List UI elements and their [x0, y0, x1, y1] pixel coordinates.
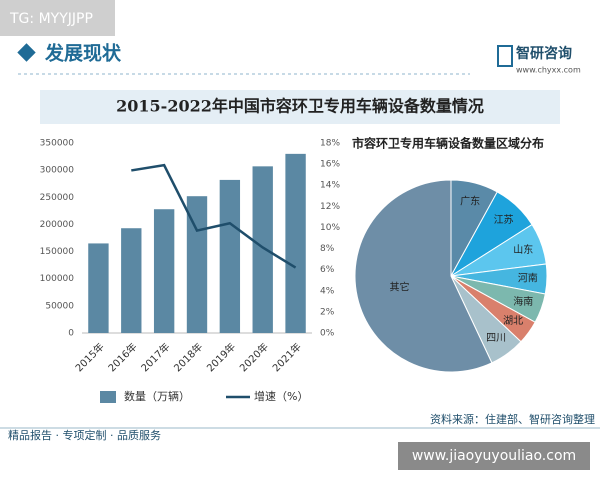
pie-label: 湖北 [503, 315, 523, 327]
title-band [40, 90, 560, 124]
x-tick-label: 2021年 [270, 340, 304, 374]
y2-tick-label: 18% [320, 139, 340, 149]
legend-label: 增速（%） [254, 389, 308, 403]
footer-site: www.jiaoyuyouliao.com [412, 448, 576, 464]
bar [219, 179, 241, 333]
logo [497, 45, 513, 67]
diamond-icon [17, 43, 36, 62]
bar [285, 153, 306, 333]
x-tick-label: 2015年 [72, 340, 106, 374]
bar [153, 209, 175, 333]
pie-label: 河南 [518, 271, 538, 284]
y-tick-label: 50000 [45, 301, 74, 311]
bar [88, 243, 109, 333]
y-tick-label: 250000 [40, 193, 75, 203]
y2-tick-label: 2% [320, 307, 335, 317]
pie-label: 广东 [460, 195, 480, 208]
y-tick-label: 300000 [40, 166, 75, 176]
legend-swatch [100, 391, 116, 403]
brand: 智研咨询 [515, 45, 572, 62]
y-tick-label: 150000 [40, 247, 75, 257]
bar [121, 228, 142, 333]
y2-tick-label: 16% [320, 160, 340, 170]
section-title: 发展现状 [44, 42, 122, 65]
pie-label: 四川 [486, 333, 506, 344]
tag: TG: MYYJJPP [9, 11, 93, 27]
slogan: 精品报告 · 专项定制 · 品质服务 [8, 428, 161, 442]
legend-label: 数量（万辆） [124, 389, 190, 403]
y-tick-label: 350000 [40, 139, 75, 149]
x-tick-label: 2017年 [138, 340, 172, 374]
bar [252, 166, 273, 333]
x-tick-label: 2019年 [204, 340, 238, 374]
line [131, 163, 297, 269]
site: www.chyxx.com [516, 66, 581, 75]
pie-slice [354, 179, 493, 373]
y2-tick-label: 4% [320, 286, 335, 296]
y2-tick-label: 14% [320, 181, 340, 191]
pie-label: 海南 [513, 295, 533, 308]
x-tick-label: 2016年 [105, 340, 139, 374]
y2-tick-label: 0% [320, 329, 335, 339]
pie-title: 市容环卫专用车辆设备数量区域分布 [352, 136, 544, 151]
y-tick-label: 100000 [40, 274, 75, 284]
pie-label: 山东 [513, 243, 533, 256]
x-tick-label: 2018年 [171, 340, 205, 374]
chart-title: 2015-2022年中国市容环卫专用车辆设备数量情况 [116, 97, 484, 116]
tag-box [0, 0, 115, 36]
site-box [398, 442, 590, 470]
pie-label: 江苏 [494, 213, 514, 226]
charts: 0 50000 100000 150000 200000 250000 300000 3500… [40, 136, 548, 403]
source: 资料来源：住建部、智研咨询整理 [430, 412, 595, 426]
x-tick-label: 2020年 [237, 340, 271, 374]
pie-label: 其它 [389, 281, 409, 294]
y-tick-label: 0 [68, 329, 74, 339]
y-tick-label: 200000 [40, 220, 75, 230]
y2-tick-label: 6% [320, 265, 335, 275]
y2-tick-label: 10% [320, 223, 340, 233]
y2-tick-label: 8% [320, 244, 335, 254]
y2-tick-label: 12% [320, 202, 340, 212]
